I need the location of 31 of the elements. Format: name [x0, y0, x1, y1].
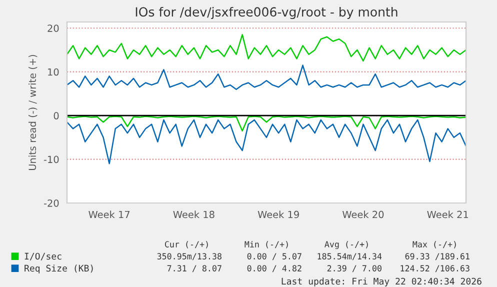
- x-tick-label: Week 19: [258, 210, 299, 218]
- text: 2.39 / 7.00: [327, 265, 382, 272]
- y-tick-label: 0: [54, 112, 59, 120]
- text: 0.00 / 5.07: [247, 253, 302, 260]
- text: 0.00 / 4.82: [247, 265, 302, 272]
- legend-label: Req Size (KB): [24, 264, 93, 274]
- text: 124.52 /106.63: [400, 265, 470, 272]
- legend-label: I/O/sec: [24, 252, 62, 260]
- line-series: [67, 34, 466, 62]
- line-series: [67, 119, 466, 164]
- chart-title: IOs for /dev/jsxfree006-vg/root - by month: [136, 6, 398, 20]
- text: Avg (-/+): [324, 240, 368, 250]
- text: 350.95m/13.38: [157, 253, 222, 260]
- y-tick-label: -20: [44, 199, 59, 207]
- y-tick-label: 20: [48, 24, 59, 32]
- x-tick-label: Week 17: [88, 210, 130, 218]
- text: 185.54m/14.34: [318, 253, 382, 260]
- line-series: [67, 116, 466, 132]
- text: Last update: Fri May 22 02:40:34 2026: [282, 278, 482, 286]
- x-tick-label: Week 21: [427, 210, 468, 218]
- line-series: [67, 64, 466, 90]
- text: 69.33 /189.61: [405, 253, 470, 260]
- text: 7.31 / 8.07: [167, 265, 222, 272]
- text: Min (-/+): [244, 240, 288, 248]
- x-tick-label: Week 18: [173, 210, 214, 218]
- text: Cur (-/+): [164, 241, 208, 248]
- y-axis-title: Units read (-) / write (+): [28, 54, 38, 170]
- x-tick-label: Week 20: [342, 210, 384, 218]
- text: Max (-/+): [412, 241, 456, 248]
- y-tick-label: -10: [44, 156, 59, 164]
- y-tick-label: 10: [48, 68, 59, 76]
